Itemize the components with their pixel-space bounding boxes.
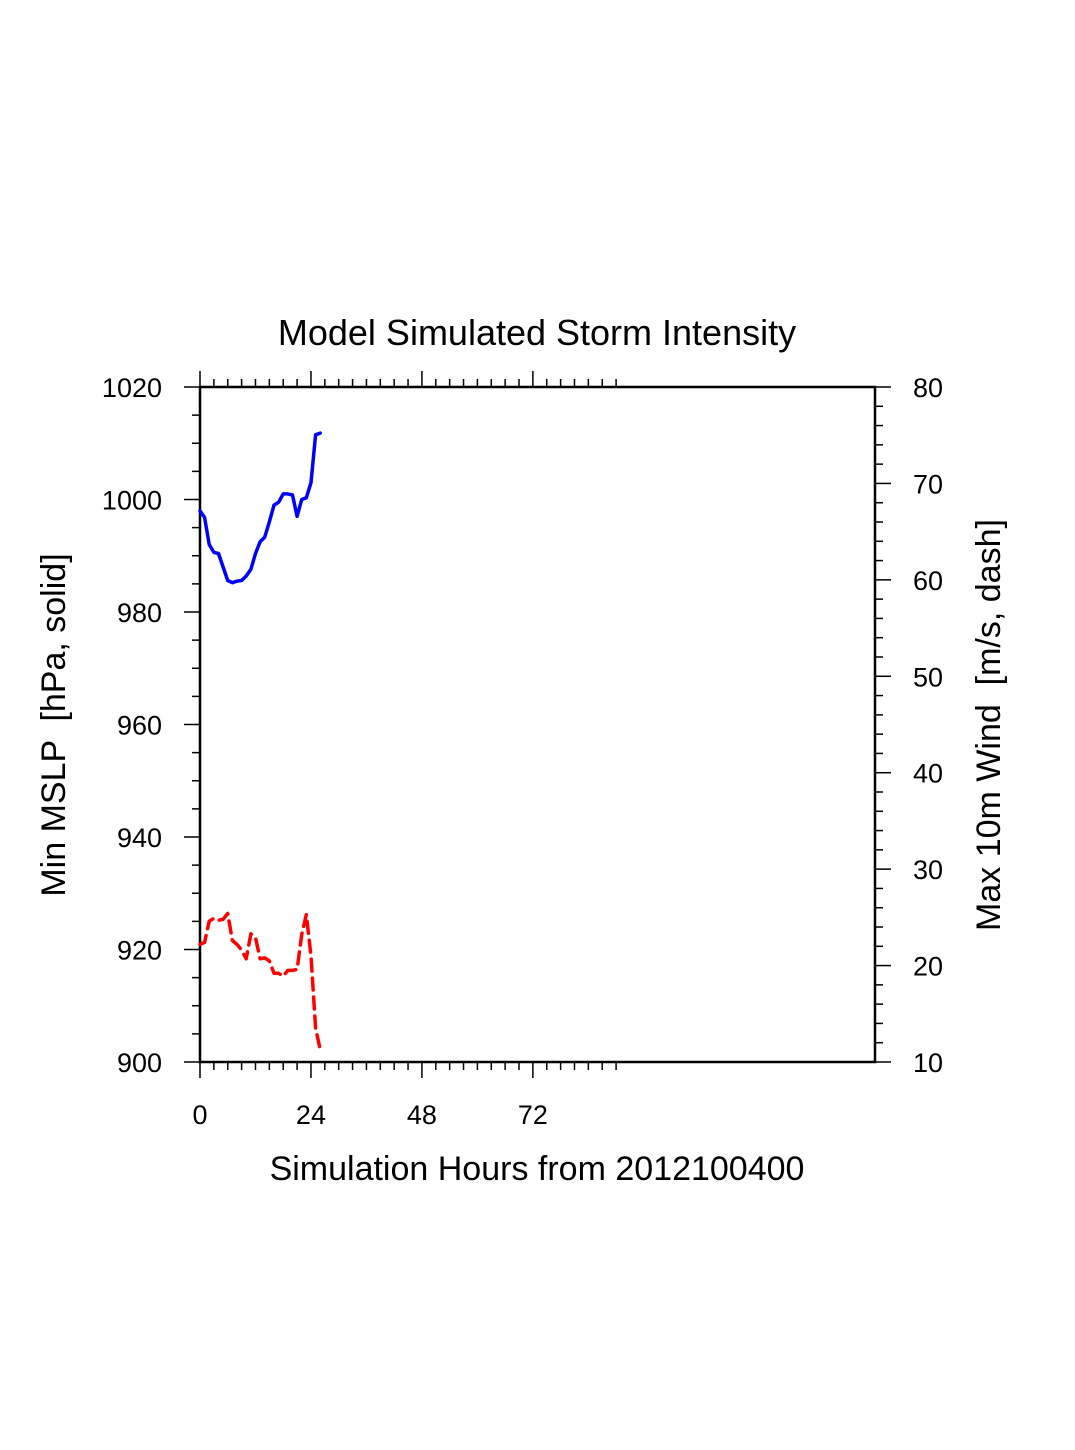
x-tick-label: 0 (192, 1100, 207, 1130)
min-mslp-line (198, 431, 322, 585)
x-tick-label: 48 (407, 1100, 437, 1130)
y-right-tick-label: 40 (913, 759, 943, 789)
y-right-tick-label: 60 (913, 566, 943, 596)
y-right-tick-label: 20 (913, 952, 943, 982)
y-left-tick-label: 900 (117, 1048, 162, 1078)
x-axis-label: Simulation Hours from 2012100400 (270, 1150, 805, 1188)
x-tick-label: 24 (296, 1100, 326, 1130)
y-right-tick-label: 10 (913, 1048, 943, 1078)
y-right-tick-label: 50 (913, 662, 943, 692)
chart-title: Model Simulated Storm Intensity (278, 312, 796, 353)
y-left-tick-label: 1000 (102, 486, 162, 516)
y-right-tick-label: 70 (913, 469, 943, 499)
y-left-tick-label: 960 (117, 711, 162, 741)
y-left-tick-label: 980 (117, 598, 162, 628)
y-left-tick-label: 920 (117, 936, 162, 966)
y-axis-label-right: Max 10m Wind [m/s, dash] (970, 519, 1008, 931)
axes (184, 371, 891, 1078)
y-right-tick-label: 80 (913, 373, 943, 403)
x-tick-label: 72 (518, 1100, 548, 1130)
y-left-tick-label: 940 (117, 823, 162, 853)
tick-labels: 0 24 48 72900920940960980100010201020304050… (102, 373, 943, 1130)
y-right-tick-label: 30 (913, 855, 943, 885)
right-axis-label-group: Max 10m Wind [m/s, dash] (970, 519, 1008, 931)
left-axis-label-group: Min MSLP [hPa, solid] (35, 553, 73, 896)
series (198, 431, 322, 1052)
max-wind-line (198, 911, 322, 1052)
y-left-tick-label: 1020 (102, 373, 162, 403)
y-axis-label-left: Min MSLP [hPa, solid] (35, 553, 73, 896)
plot-frame (198, 385, 877, 1064)
